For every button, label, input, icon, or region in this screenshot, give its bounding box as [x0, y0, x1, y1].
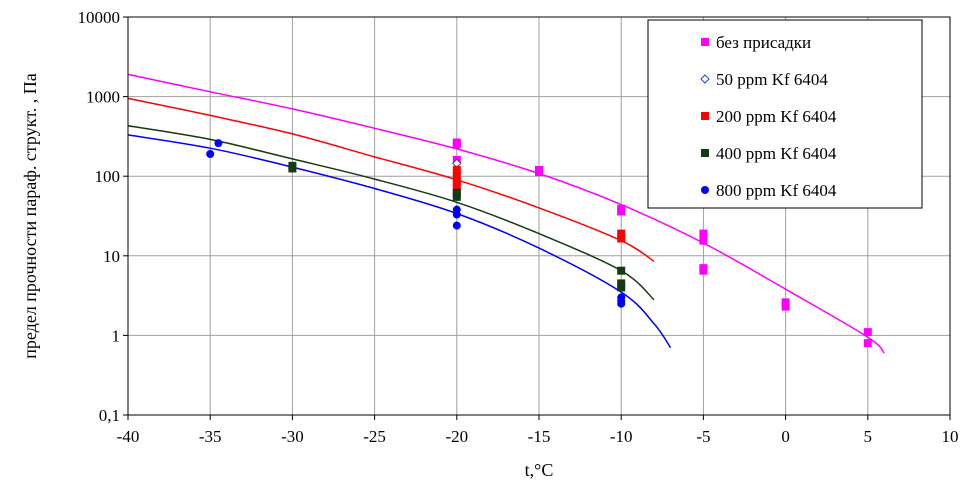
x-tick-label: -25 — [363, 427, 386, 446]
data-point — [617, 279, 626, 288]
data-point — [699, 266, 708, 275]
legend-marker — [701, 38, 709, 46]
y-tick-label: 0,1 — [99, 406, 120, 425]
legend-marker — [700, 74, 710, 84]
legend-marker — [701, 112, 709, 120]
legend-label: 800 ppm Kf 6404 — [716, 181, 837, 200]
data-point — [699, 229, 708, 238]
data-point — [617, 266, 626, 275]
y-axis-label: предел прочности параф. структ. , Па — [20, 73, 40, 358]
trend-curve-2 — [127, 97, 655, 263]
grid — [123, 16, 951, 420]
data-point — [781, 302, 790, 311]
data-point — [617, 207, 626, 216]
legend-box — [647, 19, 923, 209]
x-tick-label: 10 — [942, 427, 959, 446]
data-point — [452, 210, 461, 219]
data-point — [288, 164, 297, 173]
data-point — [452, 182, 461, 191]
legend-marker — [701, 186, 709, 194]
data-point — [617, 283, 626, 292]
legend-label: 50 ppm Kf 6404 — [716, 70, 828, 89]
legend: без присадки 50 ppm Kf 6404 200 ppm Kf 640… — [647, 19, 923, 209]
data-point — [206, 150, 215, 159]
y-tick-label: 10 — [103, 247, 120, 266]
data-point — [452, 177, 461, 186]
data-point — [452, 188, 461, 197]
data-point — [863, 328, 872, 337]
data-point — [863, 339, 872, 348]
y-tick-label: 10000 — [78, 8, 121, 27]
data-markers — [206, 138, 872, 348]
data-point — [617, 299, 626, 308]
x-tick-label: -40 — [117, 427, 140, 446]
data-point — [617, 234, 626, 243]
data-point — [781, 298, 790, 307]
x-tick-label: 5 — [864, 427, 873, 446]
y-tick-label: 100 — [95, 167, 121, 186]
data-point — [617, 229, 626, 238]
x-tick-label: -35 — [199, 427, 222, 446]
y-tick-labels: 0,1 1 10 100 1000 10000 — [78, 8, 121, 425]
x-tick-labels: -40 -35 -30 -25 -20 -15 -10 -5 0 5 10 — [117, 427, 959, 446]
data-point — [452, 140, 461, 149]
y-tick-label: 1000 — [86, 88, 120, 107]
legend-label: без присадки — [716, 33, 811, 52]
x-tick-label: 0 — [781, 427, 790, 446]
data-point — [452, 172, 461, 181]
data-point — [699, 236, 708, 245]
plot-frame — [127, 16, 951, 416]
data-point — [214, 139, 223, 148]
x-tick-label: -20 — [445, 427, 468, 446]
x-tick-label: -10 — [610, 427, 633, 446]
data-point — [452, 165, 461, 174]
x-tick-label: -30 — [281, 427, 304, 446]
x-tick-label: -5 — [696, 427, 710, 446]
trend-curve-4 — [127, 134, 672, 349]
legend-marker — [701, 149, 709, 157]
data-point — [535, 167, 543, 176]
data-point — [452, 192, 461, 201]
legend-label: 200 ppm Kf 6404 — [716, 107, 837, 126]
x-tick-label: -15 — [528, 427, 551, 446]
y-tick-label: 1 — [112, 326, 121, 345]
x-axis-label: t,°C — [525, 460, 554, 480]
legend-label: 400 ppm Kf 6404 — [716, 144, 837, 163]
data-point — [452, 221, 461, 230]
